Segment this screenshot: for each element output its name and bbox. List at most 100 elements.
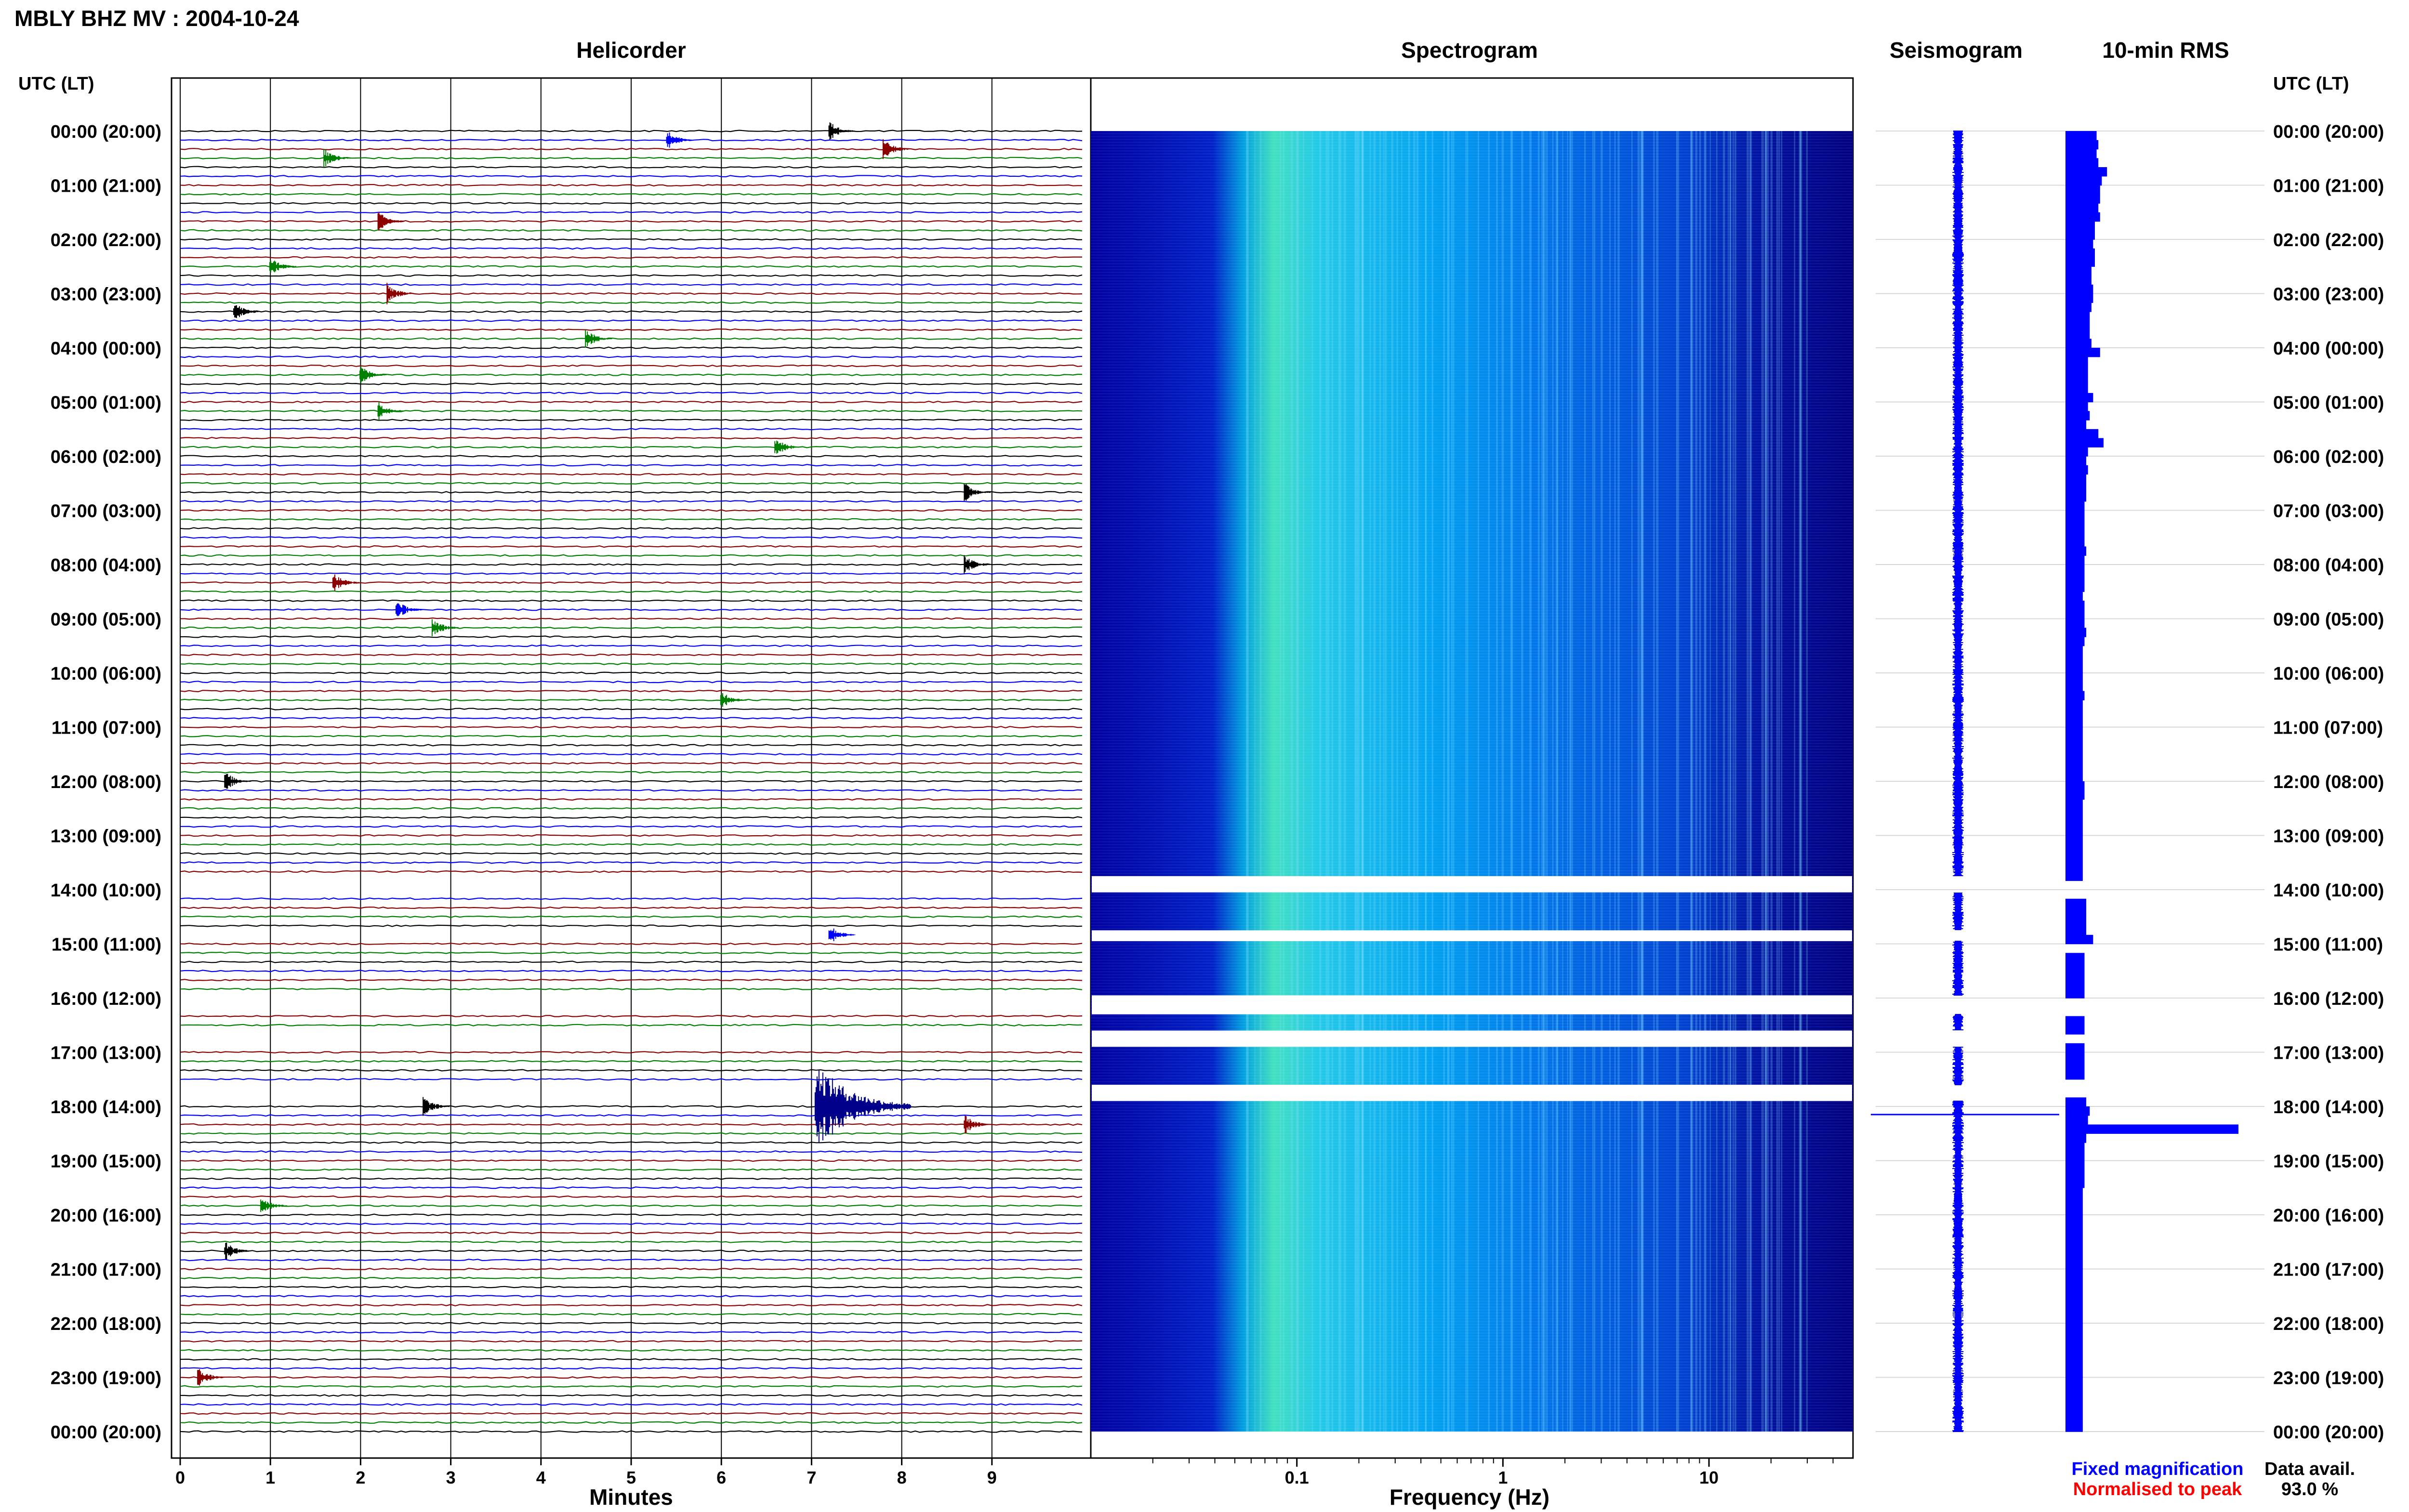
rms-bar: [2065, 402, 2088, 411]
helicorder-trace: [180, 1403, 1083, 1406]
rms-bar: [2065, 781, 2085, 791]
hour-label-right: 22:00 (18:00): [2273, 1314, 2384, 1334]
helicorder-event: [814, 1070, 911, 1143]
helicorder-trace: [180, 1340, 1083, 1343]
rms-bar: [2065, 375, 2088, 384]
helicorder-trace: [180, 951, 1083, 954]
helicorder-trace: [180, 1295, 1083, 1298]
helicorder-event: [774, 440, 802, 454]
hour-label-right: 20:00 (16:00): [2273, 1206, 2384, 1226]
spectrogram-xlabel: Frequency (Hz): [1390, 1485, 1549, 1510]
spectrogram-gap: [1092, 995, 1852, 1014]
rms-bar: [2065, 1160, 2085, 1170]
helicorder-trace: [180, 725, 1083, 729]
hour-label-left: 02:00 (22:00): [51, 230, 161, 250]
seismogram-frame: [1876, 78, 2064, 1458]
helicorder-trace: [180, 1358, 1083, 1361]
rms-bar: [2065, 420, 2087, 430]
rms-bar: [2065, 1341, 2083, 1351]
time-axis-label-left: UTC (LT): [18, 74, 94, 94]
rms-bar: [2065, 609, 2085, 619]
hour-label-right: 00:00 (20:00): [2273, 122, 2384, 142]
helicorder-trace: [180, 915, 1083, 918]
helicorder-trace: [180, 1286, 1083, 1288]
rms-bar: [2065, 835, 2083, 845]
helicorder-title: Helicorder: [576, 38, 686, 63]
rms-bar: [2065, 862, 2083, 872]
helicorder-trace: [180, 1123, 1083, 1126]
helicorder-trace: [180, 184, 1082, 187]
spectrogram-panel: 0.1 1 10: [1090, 77, 1854, 1487]
hour-label-right: 19:00 (15:00): [2273, 1152, 2384, 1172]
helicorder-trace: [180, 247, 1083, 250]
rms-bar: [2065, 519, 2085, 529]
rms-bar: [2065, 808, 2083, 818]
hour-label-right: 14:00 (10:00): [2273, 881, 2384, 901]
helicorder-trace: [180, 1213, 1083, 1216]
helicorder-trace: [180, 491, 1083, 494]
helicorder-trace: [180, 193, 1083, 196]
helicorder-event: [224, 1242, 251, 1260]
rms-bar: [2065, 212, 2100, 222]
helicorder-trace: [180, 978, 1083, 982]
helicorder-trace: [180, 698, 1083, 701]
helicorder-trace: [180, 1060, 1083, 1063]
hour-label-right: 04:00 (00:00): [2273, 339, 2384, 359]
rms-bar: [2065, 1061, 2085, 1071]
helicorder-event: [423, 1097, 450, 1116]
rms-bar: [2065, 817, 2083, 827]
hour-label-right: 02:00 (22:00): [2273, 230, 2384, 250]
rms-bar: [2065, 1196, 2083, 1206]
helicorder-event: [377, 212, 405, 231]
helicorder-event: [386, 283, 414, 304]
helicorder-trace: [180, 681, 1083, 684]
hour-label-right: 08:00 (04:00): [2273, 555, 2384, 576]
helicorder-trace: [180, 1376, 1083, 1379]
hour-label-left: 16:00 (12:00): [51, 989, 161, 1009]
rms-bar: [2065, 1269, 2083, 1278]
helicorder-trace: [180, 744, 1083, 747]
hour-label-left: 06:00 (02:00): [51, 447, 161, 467]
helicorder-trace: [180, 563, 1083, 566]
helicorder-tick-label: 8: [897, 1468, 907, 1487]
helicorder-trace: [180, 1105, 1083, 1108]
helicorder-trace: [180, 346, 1083, 349]
rms-bar: [2065, 1151, 2085, 1161]
rms-bar: [2065, 645, 2083, 656]
helicorder-event: [233, 305, 261, 318]
hour-label-left: 04:00 (00:00): [51, 339, 161, 359]
rms-bar: [2065, 682, 2083, 692]
rms-bar: [2065, 1233, 2083, 1242]
helicorder-trace: [180, 1367, 1083, 1370]
helicorder-event: [720, 693, 747, 707]
hour-label-left: 03:00 (23:00): [51, 285, 161, 305]
helicorder-trace: [180, 130, 1083, 132]
helicorder-event: [269, 260, 296, 273]
rms-bar: [2065, 799, 2083, 809]
helicorder-trace: [180, 238, 1082, 241]
rms-bar: [2065, 718, 2083, 728]
legend-normalised: Normalised to peak: [2073, 1479, 2242, 1499]
helicorder-trace: [180, 1385, 1083, 1388]
helicorder-trace: [180, 1412, 1083, 1415]
rms-bar: [2065, 185, 2100, 195]
rms-bar: [2065, 691, 2085, 700]
helicorder-event: [332, 574, 359, 591]
helicorder-trace: [180, 843, 1083, 846]
helicorder-trace: [180, 400, 1083, 404]
helicorder-trace: [180, 256, 1082, 259]
rms-bar: [2065, 276, 2091, 285]
helicorder-event: [828, 928, 856, 941]
helicorder-trace: [180, 1177, 1083, 1180]
rms-bar: [2065, 1413, 2083, 1423]
helicorder-trace: [180, 816, 1083, 819]
rms-bar: [2065, 546, 2087, 556]
spectrogram-tick-label: 10: [1699, 1468, 1719, 1487]
helicorder-trace: [180, 464, 1083, 467]
helicorder-trace: [180, 419, 1083, 421]
rms-bar: [2065, 573, 2085, 583]
helicorder-trace: [180, 870, 1083, 873]
rms-bar: [2065, 1332, 2083, 1342]
rms-bar: [2065, 384, 2088, 394]
hour-label-right: 11:00 (07:00): [2273, 718, 2383, 738]
